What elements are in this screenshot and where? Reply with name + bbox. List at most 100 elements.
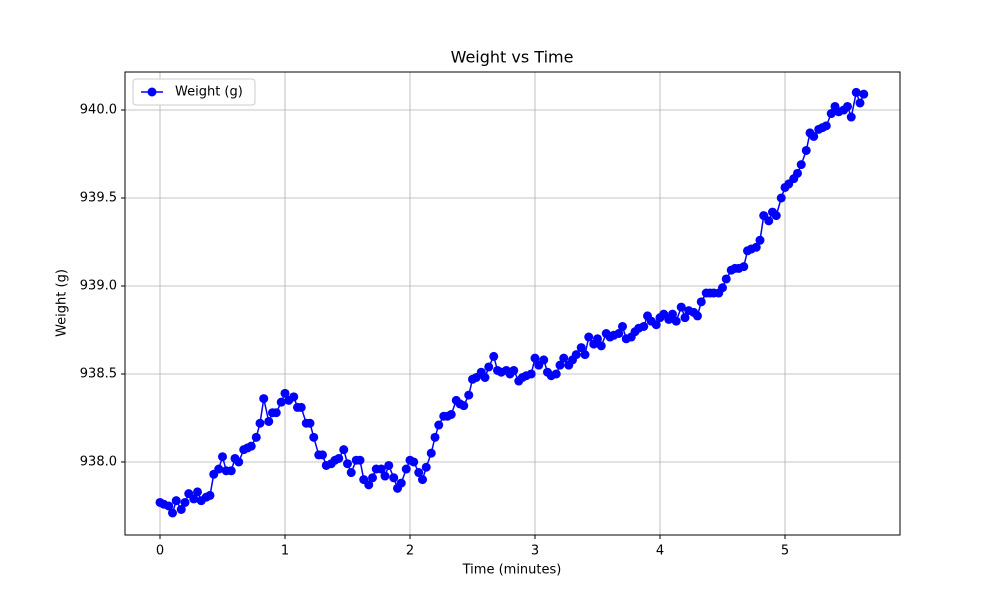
data-point (339, 445, 349, 455)
data-point (843, 101, 852, 111)
data-point (164, 501, 174, 511)
data-point (721, 274, 731, 284)
legend-marker (147, 87, 157, 97)
data-point (318, 450, 327, 460)
data-point (343, 459, 352, 469)
data-point (480, 372, 490, 382)
data-point (668, 309, 677, 319)
y-tick-label: 939.0 (80, 278, 117, 293)
data-point (401, 464, 411, 474)
data-point (693, 311, 702, 321)
data-point (764, 216, 774, 226)
data-point (259, 394, 269, 404)
data-point (226, 466, 236, 476)
data-point (851, 87, 861, 97)
data-point (801, 145, 811, 155)
data-point (251, 432, 261, 442)
x-tick-label: 2 (406, 544, 414, 559)
data-point (739, 262, 749, 272)
data-point (309, 432, 319, 442)
data-point (680, 313, 690, 323)
data-point (376, 464, 386, 474)
data-point (509, 365, 519, 375)
data-point (751, 242, 761, 252)
data-point (396, 478, 406, 488)
data-point (434, 420, 444, 430)
x-tick-label: 3 (531, 544, 539, 559)
data-point (296, 402, 306, 412)
data-point (651, 320, 661, 330)
data-point (596, 341, 606, 351)
data-point (364, 480, 374, 490)
x-tick-label: 0 (156, 544, 164, 559)
data-point (446, 409, 456, 419)
data-point (205, 490, 215, 500)
data-point (576, 343, 586, 353)
data-point (618, 321, 627, 331)
data-point (334, 453, 344, 463)
data-point (168, 508, 177, 518)
data-point (193, 487, 202, 497)
data-point (755, 235, 765, 245)
data-point (389, 473, 399, 483)
data-point (426, 448, 436, 458)
data-point (671, 316, 681, 326)
data-point (571, 350, 581, 360)
legend-box (132, 78, 256, 106)
x-tick-label: 4 (656, 544, 664, 559)
data-point (189, 494, 199, 504)
data-point (826, 109, 836, 119)
data-point (539, 355, 549, 365)
chart-title: Weight vs Time (451, 48, 574, 67)
data-point (859, 89, 869, 99)
data-point (809, 131, 819, 141)
data-point (796, 160, 806, 170)
y-tick-label: 940.0 (80, 103, 117, 118)
x-tick-label: 1 (281, 544, 289, 559)
data-point (614, 329, 624, 339)
data-point (218, 452, 227, 462)
data-point (305, 418, 315, 428)
data-point (559, 353, 569, 363)
data-point (180, 497, 190, 507)
data-point (526, 369, 536, 379)
data-point (584, 332, 594, 342)
data-point (246, 441, 256, 451)
data-point (489, 351, 499, 361)
data-point (776, 193, 786, 203)
data-point (271, 408, 281, 418)
data-point (484, 362, 494, 372)
y-tick-label: 939.5 (80, 191, 117, 206)
data-point (276, 397, 286, 407)
data-point (171, 496, 181, 506)
data-point (414, 468, 424, 478)
data-point (255, 418, 265, 428)
data-point (234, 457, 244, 467)
data-point (409, 457, 419, 467)
data-point (718, 283, 727, 293)
y-tick-label: 938.0 (80, 454, 117, 469)
data-point (696, 297, 706, 307)
data-point (368, 473, 377, 483)
data-point (464, 390, 474, 400)
data-point (214, 464, 224, 474)
data-point (176, 504, 186, 514)
x-axis-label: Time (minutes) (462, 563, 562, 578)
legend-label: Weight (g) (175, 85, 243, 100)
x-tick-label: 5 (781, 544, 789, 559)
data-point (421, 462, 431, 472)
data-point (676, 302, 686, 312)
data-point (280, 388, 290, 398)
data-point (355, 455, 365, 465)
data-point (551, 369, 561, 379)
legend: Weight (g) (132, 78, 256, 106)
data-point (771, 211, 781, 221)
data-point (380, 471, 390, 481)
data-point (459, 401, 469, 411)
data-point (530, 353, 540, 363)
data-point (418, 475, 427, 485)
data-point (384, 460, 394, 470)
data-point (821, 121, 831, 131)
data-point (855, 98, 865, 108)
